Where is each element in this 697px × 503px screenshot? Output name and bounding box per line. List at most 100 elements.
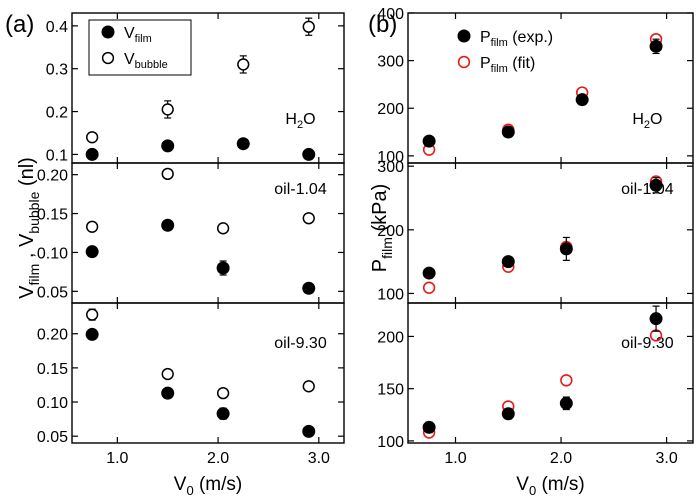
- x-tick-label: 3.0: [308, 450, 330, 467]
- data-point: [649, 312, 663, 326]
- data-point: [237, 58, 250, 71]
- y-tick-label: 150: [377, 382, 404, 399]
- data-point: [501, 125, 515, 139]
- data-point: [501, 407, 515, 421]
- panel-label: (a): [5, 11, 34, 38]
- legend-label: Vfilm: [124, 25, 152, 45]
- y-tick-label: 200: [377, 329, 404, 346]
- y-tick-label: 0.15: [37, 361, 68, 378]
- y-tick-label: 200: [377, 101, 404, 118]
- x-axis-label-part: 0: [186, 483, 193, 498]
- x-axis-label-part: V: [516, 474, 529, 495]
- data-point: [216, 386, 230, 400]
- y-tick-label: 0.05: [37, 284, 68, 301]
- subplot-label-part: H: [285, 111, 297, 128]
- legend-marker: [101, 25, 115, 39]
- x-axis-label-part: 0: [529, 483, 536, 498]
- subplot-label: H2O: [632, 111, 662, 131]
- y-axis-label-part: bubble: [26, 191, 42, 233]
- y-tick-label: 0.05: [37, 429, 68, 446]
- y-axis-label-part: P: [369, 259, 391, 272]
- legend-label-part: bubble: [135, 59, 168, 71]
- data-point: [85, 220, 99, 233]
- y-tick-label: 100: [377, 286, 404, 303]
- y-tick-label: 300: [377, 159, 404, 176]
- data-point: [649, 39, 663, 53]
- subplot-label: oil-9.30: [621, 335, 674, 352]
- data-point: [302, 20, 315, 33]
- data-point: [422, 266, 436, 280]
- legend-label-part: (fit): [508, 55, 536, 72]
- subplot-label-part: O: [650, 111, 662, 128]
- legend-label-part: V: [124, 25, 135, 42]
- x-tick-label: 1.0: [444, 450, 466, 467]
- y-tick-label: 0.2: [46, 105, 68, 122]
- data-point: [85, 308, 99, 321]
- data-point: [422, 134, 436, 148]
- data-point: [85, 327, 99, 341]
- data-point: [302, 424, 316, 438]
- y-axis-label-part: (nl): [16, 157, 38, 191]
- subplot-label-part: oil-1.04: [621, 181, 674, 198]
- x-tick-label: 1.0: [106, 450, 128, 467]
- data-point: [559, 242, 573, 256]
- x-axis-label-part: (m/s): [194, 474, 243, 495]
- legend-label-part: film: [491, 63, 508, 75]
- data-point: [559, 396, 573, 410]
- legend-box: [88, 19, 192, 76]
- subplot-label: oil-9.30: [274, 335, 327, 352]
- subplot-label-part: oil-9.30: [274, 335, 327, 352]
- y-tick-label: 300: [377, 54, 404, 71]
- data-point: [161, 167, 174, 181]
- legend-label-part: (exp.): [508, 29, 553, 46]
- y-tick-label: 100: [377, 149, 404, 166]
- y-tick-label: 100: [377, 434, 404, 451]
- legend-label-part: P: [480, 29, 491, 46]
- legend-marker: [457, 55, 471, 69]
- y-tick-label: 0.20: [37, 327, 68, 344]
- legend-label: Pfilm (fit): [480, 55, 535, 75]
- data-point: [302, 212, 315, 225]
- panel-label: (b): [368, 11, 397, 38]
- data-point: [302, 281, 316, 295]
- x-axis-label: V0 (m/s): [516, 474, 584, 498]
- data-point: [302, 380, 315, 393]
- subplot-label: oil-1.04: [274, 181, 327, 198]
- x-axis-label: V0 (m/s): [174, 474, 242, 498]
- data-point: [236, 137, 250, 151]
- x-tick-label: 2.0: [550, 450, 572, 467]
- x-tick-label: 2.0: [207, 450, 229, 467]
- data-point: [501, 255, 515, 269]
- subplot-label-part: O: [303, 111, 315, 128]
- y-axis-label-part: film: [379, 237, 395, 259]
- data-point: [85, 131, 99, 144]
- y-axis-label: Pfilm (kPa): [369, 184, 395, 272]
- y-tick-label: 0.20: [37, 168, 68, 185]
- legend-label-part: V: [124, 51, 135, 68]
- legend-label-part: film: [135, 33, 152, 45]
- subplot-frame: [71, 302, 345, 444]
- y-tick-label: 0.4: [46, 19, 68, 36]
- subplot-label-part: oil-1.04: [274, 181, 327, 198]
- y-tick-label: 0.10: [37, 395, 68, 412]
- data-point: [85, 245, 99, 259]
- y-tick-label: 0.10: [37, 245, 68, 262]
- subplot-label-part: H: [632, 111, 644, 128]
- y-axis-label-part: (kPa): [369, 184, 391, 237]
- data-point: [216, 407, 230, 421]
- subplot-label-part: oil-9.30: [621, 335, 674, 352]
- data-point: [422, 420, 436, 434]
- data-point: [302, 147, 316, 161]
- data-point: [161, 139, 175, 153]
- legend-marker: [457, 29, 471, 43]
- data-point: [216, 261, 230, 275]
- y-tick-label: 400: [377, 6, 404, 23]
- y-axis-label-part: V: [16, 285, 38, 299]
- data-point: [161, 103, 174, 116]
- x-axis-label-part: V: [174, 474, 187, 495]
- data-point: [161, 367, 174, 381]
- subplot-label: H2O: [285, 111, 315, 131]
- x-tick-label: 3.0: [655, 450, 677, 467]
- y-axis-label-part: , V: [16, 233, 38, 264]
